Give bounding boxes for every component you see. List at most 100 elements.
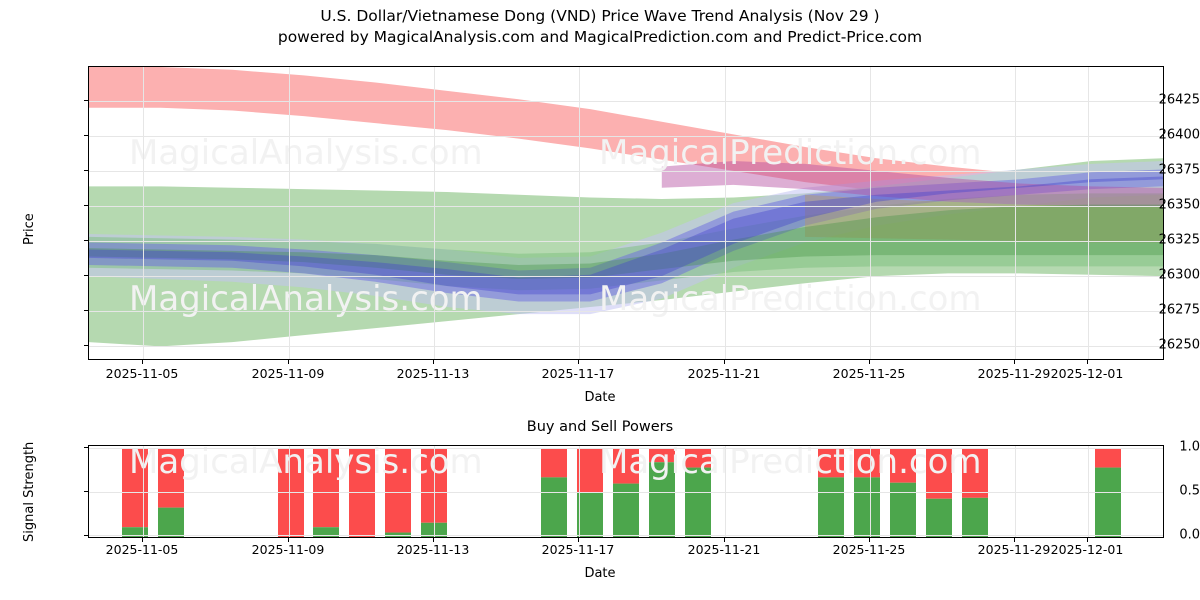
sell-power-bar[interactable] [541, 448, 567, 478]
wave-band-accent [89, 204, 1163, 279]
wave-band-accent [89, 176, 1163, 295]
signal-bars [122, 448, 1121, 538]
gridline-vertical [289, 67, 290, 359]
x-tick-label: 2025-11-29 [977, 542, 1051, 557]
y-tick-label: 0.0 [1179, 527, 1200, 543]
buy-power-bar[interactable] [577, 492, 603, 538]
x-tick-label: 2025-11-13 [396, 542, 470, 557]
gridline-vertical [870, 67, 871, 359]
sell-power-bar[interactable] [349, 448, 375, 537]
signal-chart-plot-area: MagicalAnalysis.com MagicalPrediction.co… [88, 445, 1164, 538]
gridline-horizontal [89, 101, 1163, 102]
x-tick-label: 2025-11-21 [687, 542, 761, 557]
sell-power-bar[interactable] [577, 448, 603, 493]
gridline-horizontal [89, 206, 1163, 207]
x-tick-label: 2025-11-25 [832, 366, 906, 381]
sell-power-bar[interactable] [313, 448, 339, 528]
x-tick-label: 2025-11-17 [541, 542, 615, 557]
x-tick-label: 2025-11-25 [832, 542, 906, 557]
price-y-axis-label: Price [22, 213, 37, 245]
signal-y-axis-label: Signal Strength [22, 441, 37, 542]
buy-power-bar[interactable] [122, 527, 148, 537]
y-tick-label: 26300 [1158, 267, 1200, 283]
gridline-vertical [434, 67, 435, 359]
gridline-vertical [1088, 67, 1089, 359]
sell-power-bar[interactable] [158, 448, 184, 508]
buy-power-bar[interactable] [313, 527, 339, 537]
gridline-vertical [579, 67, 580, 359]
y-tick-label: 26425 [1158, 92, 1200, 108]
gridline-horizontal [89, 276, 1163, 277]
sell-power-bar[interactable] [385, 448, 411, 533]
signal-chart-title: Buy and Sell Powers [526, 419, 674, 435]
gridline-horizontal [89, 448, 1163, 449]
wave-band-overlap-band-purple [661, 161, 1163, 206]
gridline-horizontal [89, 171, 1163, 172]
gridline-vertical [143, 446, 144, 537]
buy-power-bar[interactable] [613, 483, 639, 537]
y-tick-label: 26325 [1158, 232, 1200, 248]
gridline-vertical [143, 67, 144, 359]
sell-power-bar[interactable] [278, 448, 304, 537]
gridline-vertical [1015, 67, 1016, 359]
wave-band-wave-band-blue [89, 169, 1163, 302]
buy-power-bar[interactable] [926, 498, 952, 537]
x-tick-label: 2025-11-29 [977, 366, 1051, 381]
title-line-1: U.S. Dollar/Vietnamese Dong (VND) Price … [320, 7, 880, 25]
gridline-horizontal [89, 346, 1163, 347]
y-tick-label: 0.5 [1179, 483, 1200, 499]
price-x-axis-label: Date [584, 390, 616, 405]
y-tick-label: 26250 [1158, 337, 1200, 353]
x-tick-label: 2025-12-01 [1050, 366, 1124, 381]
x-tick-label: 2025-11-09 [251, 542, 325, 557]
x-tick-label: 2025-11-13 [396, 366, 470, 381]
y-tick-label: 26350 [1158, 197, 1200, 213]
gridline-vertical [870, 446, 871, 537]
y-tick-label: 26400 [1158, 127, 1200, 143]
buy-power-bar[interactable] [158, 507, 184, 537]
sell-power-bar[interactable] [890, 448, 916, 483]
gridline-vertical [434, 446, 435, 537]
x-tick-label: 2025-11-05 [105, 366, 179, 381]
gridline-vertical [1088, 446, 1089, 537]
buy-power-bar[interactable] [385, 532, 411, 537]
buy-power-bar[interactable] [649, 462, 675, 537]
wave-band-resistance-band-red [89, 67, 1163, 201]
buy-power-bar[interactable] [854, 477, 880, 537]
x-tick-label: 2025-11-17 [541, 366, 615, 381]
gridline-horizontal [89, 241, 1163, 242]
gridline-horizontal [89, 491, 1163, 493]
sell-power-bar[interactable] [818, 448, 844, 478]
buy-power-bar[interactable] [685, 467, 711, 537]
sell-power-bar[interactable] [926, 448, 952, 499]
x-tick-label: 2025-11-05 [105, 542, 179, 557]
title-line-2: powered by MagicalAnalysis.com and Magic… [277, 28, 923, 46]
x-tick-label: 2025-12-01 [1050, 542, 1124, 557]
y-tick-label: 1.0 [1179, 439, 1200, 455]
gridline-horizontal [89, 535, 1163, 536]
y-tick-label: 26275 [1158, 302, 1200, 318]
buy-power-bar[interactable] [962, 497, 988, 537]
sell-power-bar[interactable] [1095, 448, 1121, 468]
buy-power-bar[interactable] [818, 477, 844, 537]
gridline-horizontal [89, 136, 1163, 137]
sell-power-bar[interactable] [649, 448, 675, 463]
sell-power-bar[interactable] [685, 448, 711, 468]
x-tick-label: 2025-11-09 [251, 366, 325, 381]
signal-x-axis-label: Date [584, 566, 616, 581]
gridline-vertical [725, 446, 726, 537]
gridline-vertical [1015, 446, 1016, 537]
sell-power-bar[interactable] [854, 448, 880, 478]
price-wave-bands [89, 67, 1163, 347]
sell-power-bar[interactable] [613, 448, 639, 484]
gridline-vertical [289, 446, 290, 537]
buy-power-bar[interactable] [1095, 467, 1121, 537]
page-title: U.S. Dollar/Vietnamese Dong (VND) Price … [0, 6, 1200, 48]
gridline-vertical [579, 446, 580, 537]
sell-power-bar[interactable] [122, 448, 148, 528]
sell-power-bar[interactable] [962, 448, 988, 498]
gridline-vertical [725, 67, 726, 359]
buy-power-bar[interactable] [541, 477, 567, 537]
price-chart-plot-area: MagicalAnalysis.com MagicalPrediction.co… [88, 66, 1164, 360]
